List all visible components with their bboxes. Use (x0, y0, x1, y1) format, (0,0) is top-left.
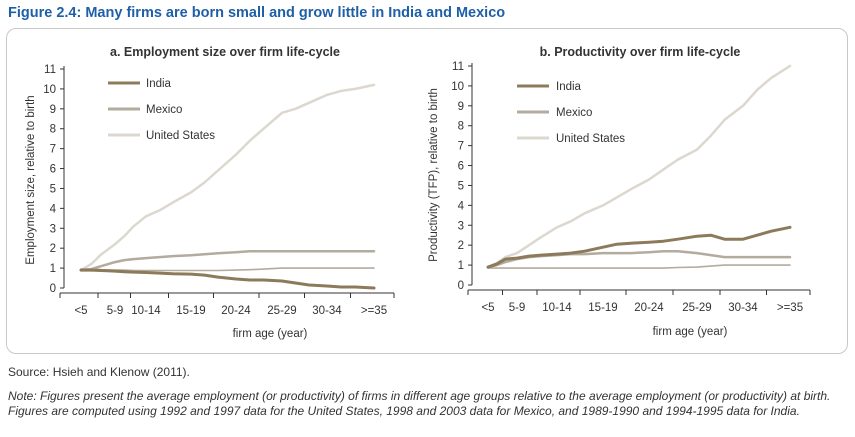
panel-b-y-tick-label: 3 (458, 220, 464, 232)
panel-a-series-baseline-line (80, 267, 375, 272)
panel-b-x-tick-label: <5 (481, 302, 494, 314)
panel-b-y-tick-label: 7 (458, 141, 464, 153)
panel-b-y-tick-label: 11 (452, 61, 464, 73)
panel-a-x-tick-label: 5-9 (107, 305, 124, 317)
panel-a-title: a. Employment size over firm life-cycle (110, 45, 340, 59)
panel-a-legend-label-united-states: United States (146, 130, 215, 142)
panel-a-x-tick-label: 15-19 (176, 305, 205, 317)
panel-b-x-tick-label: 30-34 (728, 302, 758, 314)
panel-b-xlabel: firm age (year) (653, 326, 728, 338)
panel-b-series-india-line (486, 225, 792, 269)
panel-b-y-tick-label: 10 (451, 81, 464, 93)
figure-source: Source: Hsieh and Klenow (2011). (8, 365, 190, 379)
panel-a-x-tick-label: 10-14 (131, 305, 161, 317)
panel-a-y-tick-label: 3 (50, 223, 56, 235)
panel-b-x-tick-label: 25-29 (682, 302, 711, 314)
panel-a-y-tick-label: 7 (50, 144, 56, 156)
figure-title: Figure 2.4: Many firms are born small an… (8, 5, 506, 21)
panel-a-y-tick-label: 5 (50, 183, 56, 195)
panel-a-legend-label-india: India (146, 78, 172, 90)
panel-b-x-tick-label: >=35 (777, 302, 803, 314)
panel-a-x-tick-label: 30-34 (312, 305, 342, 317)
panel-b-y-tick-label: 5 (458, 180, 464, 192)
panel-b-y-tick-label: 4 (458, 200, 465, 212)
panel-a-y-tick-label: 8 (50, 124, 56, 136)
panel-a-legend-label-mexico: Mexico (146, 104, 182, 116)
panel-a-xlabel: firm age (year) (233, 328, 308, 340)
panel-a-ylabel: Employment size, relative to birth (25, 95, 37, 264)
panel-a-series-mexico-line (79, 249, 376, 272)
panel-a-y-tick-label: 2 (50, 243, 56, 255)
panel-b-x-tick-label: 5-9 (509, 302, 526, 314)
panel-a-y-tick-label: 11 (44, 64, 56, 76)
panel-b-x-tick-label: 15-19 (588, 302, 617, 314)
panel-a-x-tick-label: 20-24 (221, 305, 251, 317)
panel-b-y-tick-label: 8 (458, 121, 464, 133)
panel-a-y-tick-label: 1 (50, 263, 56, 275)
panel-b-x-tick-label: 10-14 (542, 302, 572, 314)
panel-b-y-tick-label: 1 (458, 260, 464, 272)
panel-a-series-united-states-line (79, 83, 376, 272)
panel-a-y-tick-label: 4 (50, 203, 57, 215)
panel-a-x-tick-label: 25-29 (267, 305, 296, 317)
panel-a-y-tick-label: 10 (43, 84, 56, 96)
panel-b-y-tick-label: 0 (458, 280, 464, 292)
panel-b-ylabel: Productivity (TFP), relative to birth (428, 88, 440, 262)
panel-a-y-tick-label: 9 (50, 104, 56, 116)
panel-a-y-tick-label: 6 (50, 164, 56, 176)
panel-a-y-tick-label: 0 (50, 283, 56, 295)
panel-b-legend-label-mexico: Mexico (556, 107, 592, 119)
panel-b-legend-label-india: India (556, 81, 582, 93)
panel-b-legend-label-united-states: United States (556, 133, 625, 145)
panel-a-x-tick-label: >=35 (361, 305, 387, 317)
panel-a-x-tick-label: <5 (74, 305, 87, 317)
figure-note: Note: Figures present the average employ… (8, 389, 831, 418)
panel-b-y-tick-label: 9 (458, 101, 464, 113)
panel-b-x-tick-label: 20-24 (634, 302, 664, 314)
panel-b-title: b. Productivity over firm life-cycle (540, 45, 741, 59)
panel-a-series-india-line (79, 268, 376, 290)
panel-b-y-tick-label: 6 (458, 161, 464, 173)
panel-b-series-united-states-line (486, 64, 792, 269)
figure-frame (6, 28, 848, 354)
panel-b-y-tick-label: 2 (458, 240, 464, 252)
panel-b-series-baseline-line (487, 264, 791, 269)
